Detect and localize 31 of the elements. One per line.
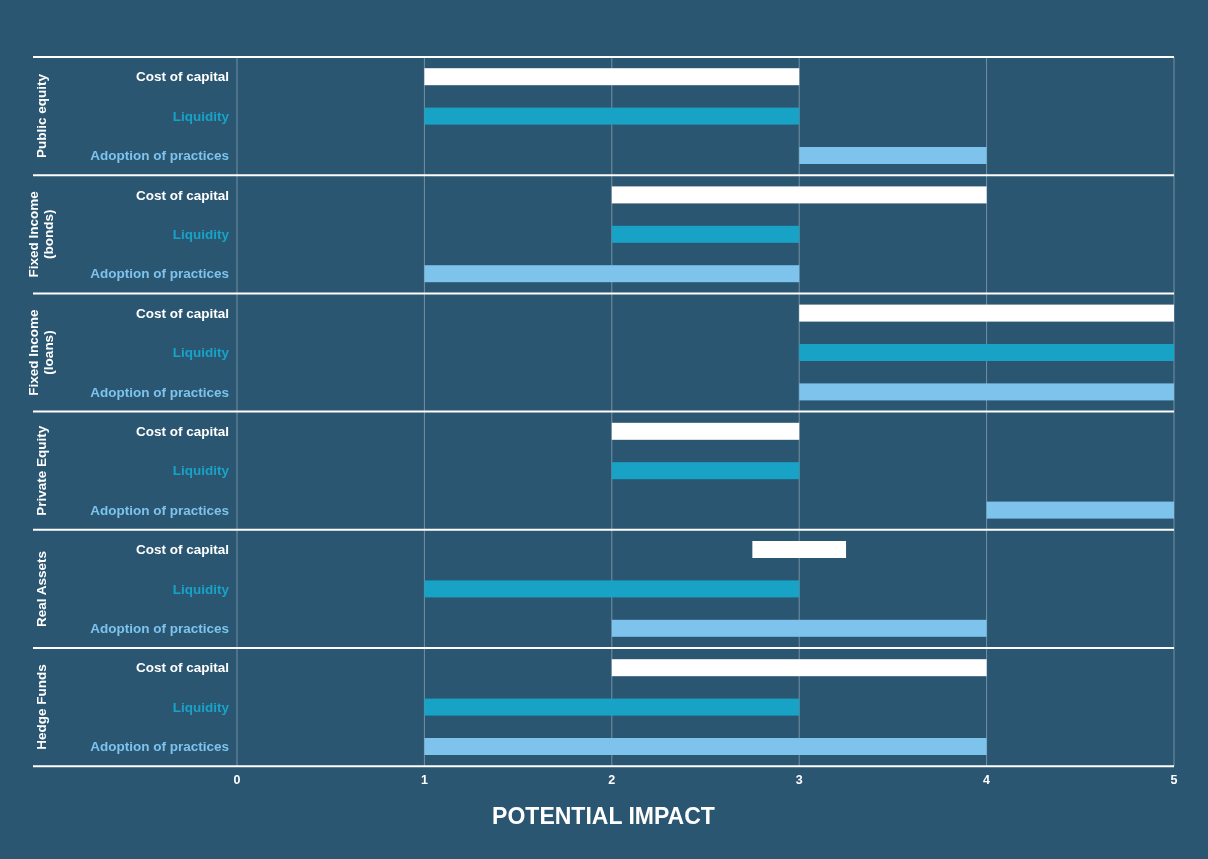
text: Hedge Funds xyxy=(34,664,49,750)
text: Fixed Income (loans) xyxy=(26,308,56,396)
y-tick-label: Adoption of practices xyxy=(90,266,229,282)
y-tick-label: Cost of capital xyxy=(135,187,229,203)
x-axis-title: POTENTIAL IMPACT xyxy=(492,803,715,830)
y-tick-label: Adoption of practices xyxy=(90,502,229,518)
y-tick-label: Adoption of practices xyxy=(90,148,229,164)
y-tick-label: Cost of capital xyxy=(135,424,229,440)
y-tick-label: Cost of capital xyxy=(135,660,229,676)
x-tick-label: 5 xyxy=(1170,773,1178,788)
x-tick-label: 3 xyxy=(795,773,803,788)
y-tick-label: Adoption of practices xyxy=(90,621,229,637)
y-tick-label: Liquidity xyxy=(172,227,230,243)
x-tick-label: 0 xyxy=(233,773,241,788)
y-tick-label: Cost of capital xyxy=(135,542,229,558)
x-tick-label: 4 xyxy=(983,773,991,788)
text: Fixed Income (bonds) xyxy=(26,190,56,278)
text: Real Assets xyxy=(34,550,49,627)
text: Public equity xyxy=(34,73,49,159)
x-tick-label: 1 xyxy=(420,773,428,788)
y-tick-label: Liquidity xyxy=(172,345,230,361)
y-tick-label: Liquidity xyxy=(172,699,230,715)
y-tick-label: Adoption of practices xyxy=(90,739,229,755)
x-tick-label: 2 xyxy=(608,773,616,788)
y-tick-label: Adoption of practices xyxy=(90,384,229,400)
y-tick-label: Cost of capital xyxy=(135,69,229,85)
y-tick-label: Liquidity xyxy=(172,581,230,597)
y-tick-label: Liquidity xyxy=(172,463,230,479)
y-tick-label: Liquidity xyxy=(172,108,230,124)
text: Private Equity xyxy=(34,425,49,516)
y-tick-label: Cost of capital xyxy=(135,305,229,321)
